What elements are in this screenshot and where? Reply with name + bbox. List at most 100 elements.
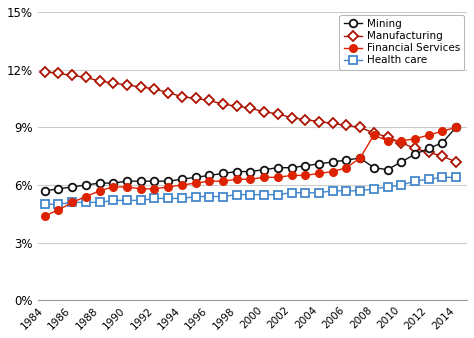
Mining <box>165 179 171 183</box>
Financial Services <box>110 185 116 189</box>
Manufacturing <box>179 95 185 99</box>
Mining <box>289 166 294 170</box>
Financial Services <box>371 133 377 137</box>
Manufacturing <box>399 141 404 145</box>
Manufacturing <box>110 81 116 85</box>
Mining <box>316 162 322 166</box>
Manufacturing <box>138 85 144 89</box>
Financial Services <box>42 214 47 218</box>
Health care <box>234 193 239 197</box>
Mining <box>261 168 267 172</box>
Health care <box>83 200 89 204</box>
Mining <box>83 183 89 187</box>
Health care <box>371 187 377 191</box>
Financial Services <box>220 179 226 183</box>
Health care <box>302 191 308 195</box>
Health care <box>165 196 171 200</box>
Financial Services <box>179 183 185 187</box>
Financial Services <box>83 194 89 198</box>
Mining <box>193 175 199 179</box>
Health care <box>220 194 226 198</box>
Line: Financial Services: Financial Services <box>41 123 460 220</box>
Mining <box>97 181 102 185</box>
Financial Services <box>275 175 281 179</box>
Line: Manufacturing: Manufacturing <box>41 68 460 166</box>
Health care <box>110 198 116 202</box>
Manufacturing <box>247 106 253 110</box>
Mining <box>412 152 418 156</box>
Manufacturing <box>69 73 75 77</box>
Health care <box>453 175 459 179</box>
Manufacturing <box>316 120 322 124</box>
Mining <box>275 166 281 170</box>
Manufacturing <box>385 135 391 139</box>
Health care <box>124 198 130 202</box>
Health care <box>55 202 61 206</box>
Health care <box>330 189 336 193</box>
Mining <box>220 171 226 175</box>
Manufacturing <box>330 121 336 125</box>
Mining <box>234 170 239 174</box>
Mining <box>69 185 75 189</box>
Mining <box>179 177 185 181</box>
Mining <box>247 170 253 174</box>
Mining <box>152 179 157 183</box>
Financial Services <box>124 185 130 189</box>
Manufacturing <box>42 70 47 74</box>
Line: Mining: Mining <box>41 123 460 195</box>
Manufacturing <box>193 96 199 100</box>
Mining <box>357 156 363 160</box>
Mining <box>426 146 431 150</box>
Mining <box>42 189 47 193</box>
Manufacturing <box>165 91 171 95</box>
Health care <box>261 193 267 197</box>
Financial Services <box>261 175 267 179</box>
Mining <box>385 168 391 172</box>
Financial Services <box>247 177 253 181</box>
Legend: Mining, Manufacturing, Financial Services, Health care: Mining, Manufacturing, Financial Service… <box>339 15 464 70</box>
Financial Services <box>357 156 363 160</box>
Mining <box>55 187 61 191</box>
Manufacturing <box>152 87 157 91</box>
Health care <box>385 185 391 189</box>
Mining <box>207 173 212 177</box>
Financial Services <box>385 139 391 143</box>
Health care <box>42 202 47 206</box>
Line: Health care: Health care <box>41 173 460 208</box>
Financial Services <box>69 200 75 204</box>
Health care <box>344 189 349 193</box>
Financial Services <box>439 129 445 133</box>
Financial Services <box>234 177 239 181</box>
Financial Services <box>316 171 322 175</box>
Financial Services <box>302 173 308 177</box>
Financial Services <box>453 125 459 129</box>
Health care <box>152 196 157 200</box>
Manufacturing <box>371 131 377 135</box>
Manufacturing <box>439 154 445 158</box>
Health care <box>138 198 144 202</box>
Health care <box>275 193 281 197</box>
Financial Services <box>165 185 171 189</box>
Financial Services <box>412 137 418 141</box>
Manufacturing <box>55 71 61 75</box>
Mining <box>302 164 308 168</box>
Health care <box>97 200 102 204</box>
Health care <box>316 191 322 195</box>
Health care <box>289 191 294 195</box>
Manufacturing <box>357 125 363 129</box>
Manufacturing <box>344 123 349 127</box>
Health care <box>426 177 431 181</box>
Manufacturing <box>207 98 212 102</box>
Manufacturing <box>261 110 267 114</box>
Health care <box>207 194 212 198</box>
Financial Services <box>344 166 349 170</box>
Financial Services <box>399 139 404 143</box>
Financial Services <box>152 187 157 191</box>
Manufacturing <box>289 116 294 120</box>
Mining <box>453 125 459 129</box>
Mining <box>371 166 377 170</box>
Financial Services <box>138 187 144 191</box>
Mining <box>399 160 404 164</box>
Mining <box>110 181 116 185</box>
Manufacturing <box>83 75 89 79</box>
